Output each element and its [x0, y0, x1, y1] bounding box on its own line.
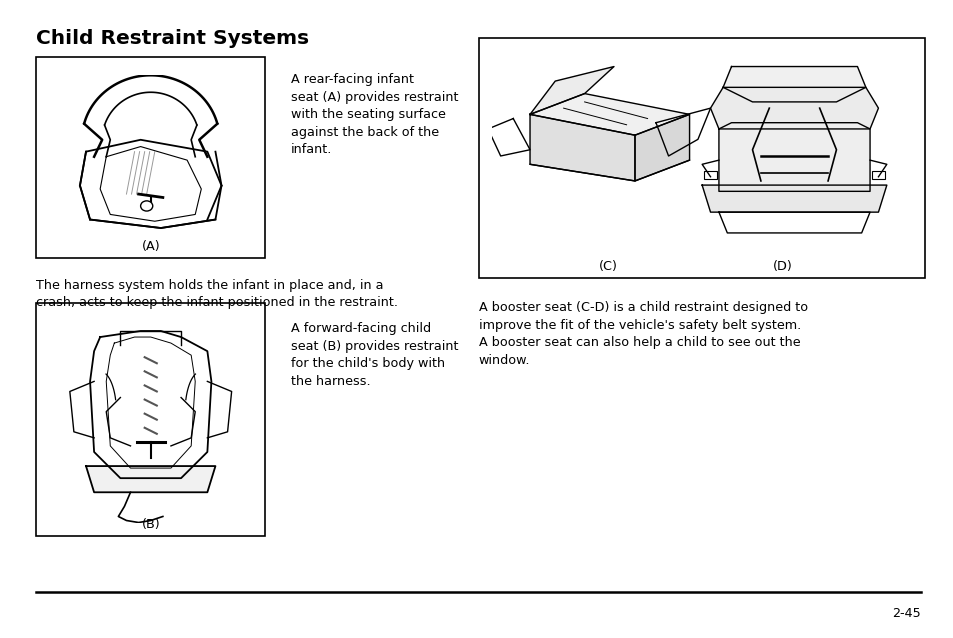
Text: A rear-facing infant
seat (A) provides restraint
with the seating surface
agains: A rear-facing infant seat (A) provides r… — [291, 73, 458, 156]
Text: (C): (C) — [598, 260, 618, 273]
Text: The harness system holds the infant in place and, in a
crash, acts to keep the i: The harness system holds the infant in p… — [36, 279, 397, 309]
Text: A forward-facing child
seat (B) provides restraint
for the child's body with
the: A forward-facing child seat (B) provides… — [291, 322, 458, 388]
Bar — [871, 170, 883, 179]
Polygon shape — [701, 185, 886, 212]
Polygon shape — [719, 122, 869, 191]
Bar — [478, 38, 924, 278]
Polygon shape — [530, 66, 614, 114]
Text: Child Restraint Systems: Child Restraint Systems — [36, 29, 309, 48]
Polygon shape — [722, 66, 865, 102]
Bar — [36, 57, 265, 258]
Bar — [703, 170, 716, 179]
Text: (A): (A) — [141, 241, 160, 253]
Polygon shape — [530, 114, 635, 181]
Polygon shape — [530, 94, 689, 135]
Text: (D): (D) — [772, 260, 791, 273]
Polygon shape — [710, 87, 878, 129]
Text: A booster seat (C-D) is a child restraint designed to
improve the fit of the veh: A booster seat (C-D) is a child restrain… — [478, 301, 807, 367]
Text: (B): (B) — [141, 518, 160, 531]
Circle shape — [140, 201, 152, 211]
Bar — [36, 303, 265, 536]
Text: 2-45: 2-45 — [891, 607, 920, 620]
Polygon shape — [635, 114, 689, 181]
Polygon shape — [86, 466, 215, 493]
